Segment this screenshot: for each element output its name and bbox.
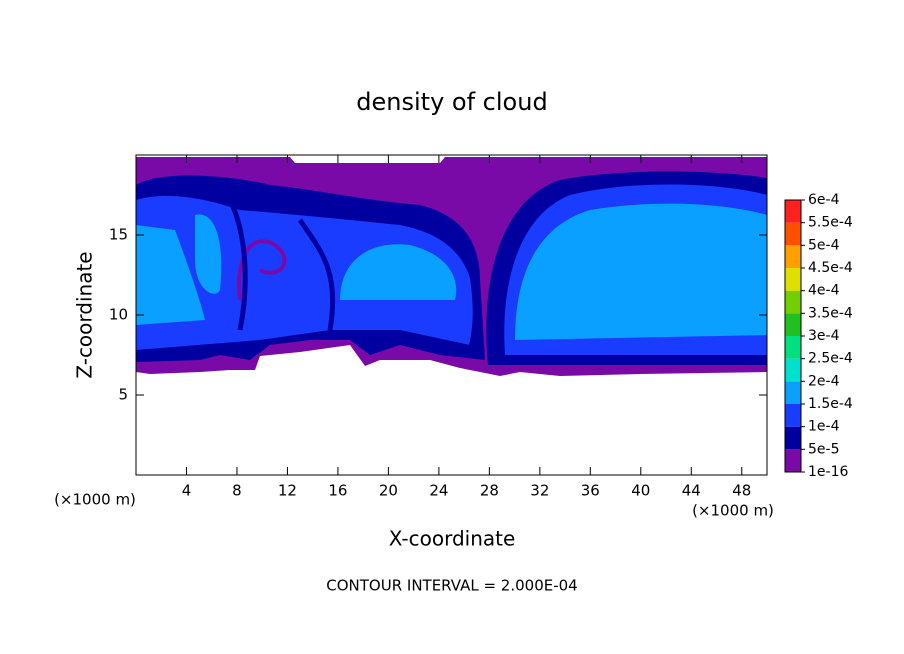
x-unit-label: (×1000 m) (692, 502, 774, 520)
colorbar-tick-label: 5e-4 (808, 237, 840, 253)
x-tick-label: 32 (530, 482, 549, 500)
contour-level (227, 198, 478, 351)
y-tick-label: 10 (109, 306, 128, 324)
colorbar-tick-label: 3.5e-4 (808, 305, 853, 321)
colorbar-tick-label: 3e-4 (808, 328, 840, 344)
color-band (785, 426, 801, 450)
y-tick-label: 5 (118, 386, 128, 404)
x-tick-label: 28 (480, 482, 499, 500)
colorbar-tick-label: 5.5e-4 (808, 215, 853, 231)
x-tick-label: 20 (379, 482, 398, 500)
contour-level (237, 239, 287, 301)
x-tick-label: 12 (278, 482, 297, 500)
contour-level (136, 225, 205, 325)
color-band (785, 449, 801, 472)
y-unit-label: (×1000 m) (54, 491, 136, 509)
color-band (785, 313, 801, 336)
contour-level (136, 195, 475, 350)
color-band (785, 268, 801, 291)
color-band (785, 404, 801, 427)
colorbar-tick-label: 1e-4 (808, 419, 840, 435)
colorbar-tick-label: 4.5e-4 (808, 260, 853, 276)
color-band (785, 245, 801, 268)
contour-field (136, 157, 767, 376)
color-band (785, 381, 801, 404)
x-tick-label: 48 (732, 482, 751, 500)
contour-level (340, 244, 457, 300)
contour-interval-note: CONTOUR INTERVAL = 2.000E-04 (326, 577, 577, 595)
colorbar-tick-label: 2.5e-4 (808, 351, 853, 367)
contour-level (515, 203, 767, 340)
color-band (785, 290, 801, 314)
color-band (785, 336, 801, 359)
x-tick-label: 16 (328, 482, 347, 500)
x-tick-label: 8 (232, 482, 242, 500)
x-axis-label: X-coordinate (389, 527, 516, 551)
contour-level (195, 214, 222, 294)
color-band (785, 222, 801, 246)
color-band (785, 200, 801, 223)
colorbar-tick-label: 1e-16 (808, 464, 848, 480)
colorbar-tick-label: 4e-4 (808, 283, 840, 299)
y-tick-label: 15 (109, 226, 128, 244)
x-tick-label: 4 (182, 482, 192, 500)
x-tick-label: 36 (581, 482, 600, 500)
x-tick-label: 24 (429, 482, 448, 500)
color-band (785, 358, 801, 382)
colorbar-tick-label: 5e-5 (808, 441, 839, 457)
colorbar-tick-label: 1.5e-4 (808, 396, 853, 412)
colorbar-tick-label: 2e-4 (808, 373, 840, 389)
y-axis-label: Z-coordinate (73, 251, 97, 378)
x-tick-label: 40 (631, 482, 650, 500)
colorbar-tick-label: 6e-4 (808, 192, 840, 208)
chart-title: density of cloud (356, 88, 547, 116)
x-tick-label: 44 (682, 482, 701, 500)
